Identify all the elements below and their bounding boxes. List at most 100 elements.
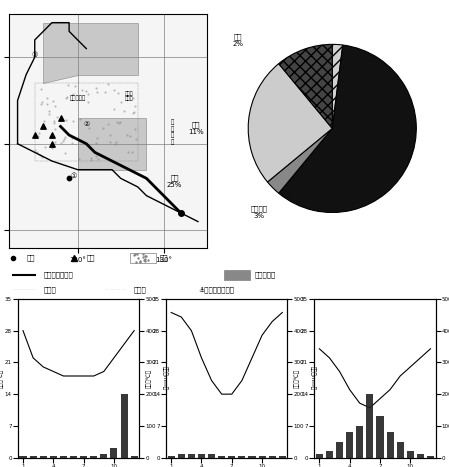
- Point: [141, 255, 149, 263]
- Point: [125, 149, 132, 156]
- Point: [101, 88, 109, 95]
- Point: [84, 99, 91, 106]
- Text: 沙漠: 沙漠: [160, 255, 168, 262]
- Wedge shape: [279, 44, 332, 128]
- Point: [31, 131, 38, 139]
- Point: [50, 97, 57, 105]
- Bar: [336, 442, 343, 458]
- Point: [85, 90, 92, 98]
- Bar: [248, 456, 255, 458]
- Bar: [60, 456, 67, 458]
- Bar: [218, 456, 225, 458]
- Point: [93, 152, 100, 160]
- Point: [111, 86, 118, 94]
- Bar: [167, 456, 175, 458]
- Point: [50, 118, 57, 125]
- Bar: [80, 456, 87, 458]
- Bar: [316, 454, 323, 458]
- Point: [94, 155, 101, 163]
- Point: [36, 151, 43, 159]
- Bar: [131, 456, 138, 458]
- Point: [114, 118, 121, 126]
- Point: [117, 98, 124, 106]
- Point: [48, 140, 56, 148]
- Polygon shape: [78, 118, 146, 170]
- Point: [40, 123, 47, 130]
- Point: [60, 135, 67, 142]
- Point: [140, 250, 147, 257]
- Y-axis label: 气温（℃）: 气温（℃）: [0, 369, 3, 388]
- Bar: [228, 456, 235, 458]
- Point: [133, 135, 140, 143]
- Text: 中国台湾
3%: 中国台湾 3%: [250, 205, 267, 219]
- Bar: [70, 456, 77, 458]
- Point: [32, 146, 39, 154]
- Text: 间歇河: 间歇河: [134, 286, 147, 293]
- Point: [114, 90, 122, 97]
- Wedge shape: [248, 64, 332, 182]
- Text: 西欧
2%: 西欧 2%: [232, 34, 243, 48]
- Text: 铁矿石出口航线: 铁矿石出口航线: [44, 271, 73, 278]
- Point: [40, 117, 48, 124]
- Point: [85, 124, 92, 132]
- Text: ③: ③: [31, 52, 38, 58]
- Polygon shape: [44, 23, 138, 83]
- Point: [36, 129, 43, 136]
- Point: [61, 149, 68, 156]
- Point: [117, 119, 124, 126]
- Text: 北
部
地
区: 北 部 地 区: [171, 120, 174, 145]
- Point: [110, 105, 118, 113]
- Point: [39, 98, 46, 106]
- Point: [128, 148, 135, 156]
- Point: [141, 252, 149, 260]
- Point: [48, 131, 56, 139]
- Point: [111, 140, 118, 148]
- Bar: [387, 432, 394, 458]
- Point: [112, 138, 119, 145]
- Y-axis label: 气温（℃）: 气温（℃）: [294, 369, 299, 388]
- Bar: [238, 456, 246, 458]
- Point: [53, 113, 60, 121]
- Bar: [407, 451, 414, 458]
- Bar: [279, 456, 286, 458]
- Point: [68, 139, 75, 146]
- Y-axis label: 气温（℃）: 气温（℃）: [146, 369, 151, 388]
- Bar: [356, 426, 363, 458]
- Point: [69, 118, 76, 125]
- Bar: [259, 456, 266, 458]
- Text: 日本
25%: 日本 25%: [167, 174, 182, 188]
- Point: [115, 119, 123, 127]
- Text: 铁矿: 铁矿: [87, 255, 95, 262]
- Point: [126, 132, 133, 140]
- Point: [123, 131, 131, 139]
- FancyBboxPatch shape: [224, 270, 251, 280]
- Point: [131, 102, 138, 109]
- Point: [62, 95, 70, 102]
- Wedge shape: [279, 45, 416, 212]
- Point: [131, 125, 138, 132]
- Point: [141, 257, 148, 264]
- Point: [33, 148, 40, 156]
- Text: ①: ①: [70, 173, 76, 179]
- Point: [136, 258, 143, 266]
- Point: [58, 140, 65, 147]
- Y-axis label: 降水（mm）: 降水（mm）: [310, 366, 315, 390]
- Wedge shape: [268, 128, 332, 193]
- Point: [49, 145, 56, 152]
- Point: [82, 87, 89, 95]
- Text: ⚓铁矿石输出港口: ⚓铁矿石输出港口: [198, 286, 235, 293]
- Bar: [346, 432, 353, 458]
- Point: [131, 251, 138, 259]
- Text: 韩国
11%: 韩国 11%: [188, 121, 203, 135]
- Point: [39, 153, 46, 161]
- Point: [141, 257, 149, 264]
- Text: 西澳大利亚: 西澳大利亚: [70, 96, 86, 101]
- Point: [63, 93, 70, 101]
- Point: [134, 250, 141, 257]
- Point: [78, 87, 85, 94]
- Point: [104, 81, 111, 88]
- Bar: [208, 454, 215, 458]
- Point: [76, 156, 83, 163]
- Point: [65, 82, 72, 89]
- Bar: [40, 456, 47, 458]
